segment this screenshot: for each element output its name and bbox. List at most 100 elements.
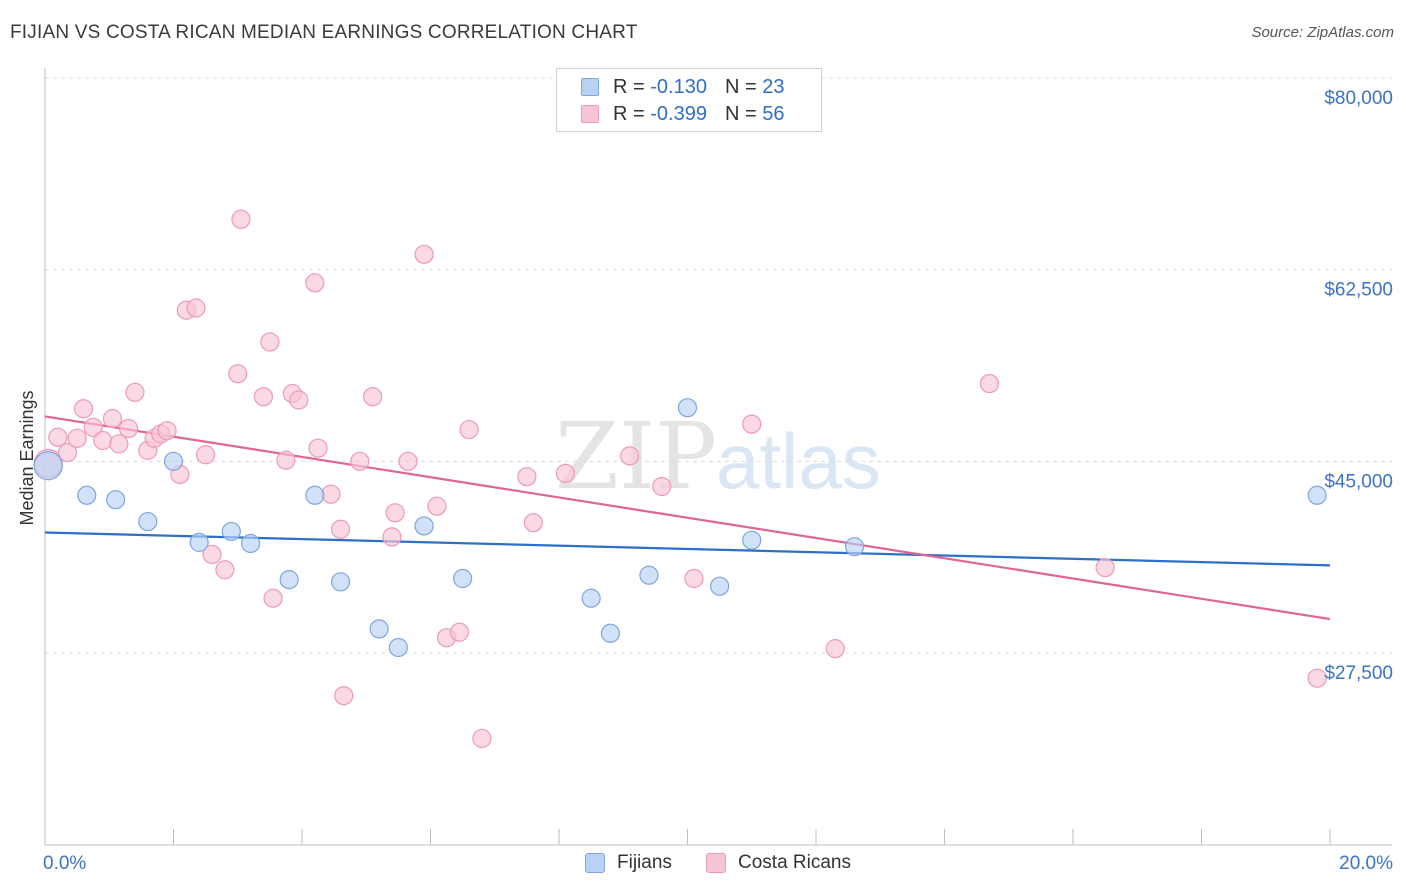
bottom-legend-fijians: Fijians [585,852,672,874]
costa-ricans-point [289,390,309,410]
legend-r-label: R = [613,75,645,98]
costa-ricans-point [472,728,492,749]
costa-ricans-point [48,427,68,447]
bottom-legend-swatch-costa-ricans [706,853,726,873]
costa-ricans-point [684,568,704,589]
bottom-legend-label-fijians: Fijians [617,852,672,873]
fijians-point [163,451,184,471]
costa-ricans-point [979,373,1000,394]
legend-row-fijians: R = -0.130 N = 23 [581,74,784,100]
costa-ricans-point [517,467,537,487]
fijians-point [369,619,389,639]
costa-ricans-point [263,588,283,608]
fijians-point [241,533,261,554]
costa-ricans-point [73,399,94,419]
costa-ricans-point [427,496,447,516]
costa-ricans-point [620,446,640,466]
fijians-point [279,570,299,590]
legend-swatch-costa-ricans [581,105,599,123]
costa-ricans-point [215,560,235,580]
costa-ricans-point [196,445,216,465]
data-points [33,209,1327,749]
costa-ricans-point [228,364,248,384]
costa-ricans-point [382,527,402,547]
costa-ricans-point [202,544,222,565]
legend-n-value-costa-ricans: 56 [762,102,785,125]
y-tick-label: $27,500 [1324,663,1393,684]
costa-ricans-point [231,209,251,229]
fijians-point [77,485,97,505]
fijians-point [221,521,241,542]
fijians-point [844,537,865,557]
costa-ricans-point [276,450,296,470]
costa-ricans-point [1307,668,1327,688]
x-tick-label: 0.0% [43,853,86,874]
costa-ricans-point [67,428,87,448]
costa-ricans-point [652,476,672,497]
tick-labels: $27,500 $45,000 $62,500 $80,000 0.0% 20.0% [43,88,1393,874]
legend-r-value-fijians: -0.130 [650,75,707,98]
y-tick-label: $80,000 [1324,88,1393,109]
legend-swatch-fijians [581,78,599,96]
legend-row-costa-ricans: R = -0.399 N = 56 [581,101,784,127]
fijians-point [581,588,601,608]
fijians-point [639,565,659,585]
watermark: ZIP atlas [555,403,881,510]
costa-ricans-point [102,409,123,429]
costa-ricans-point [57,442,78,463]
fijians-point [710,576,730,596]
y-tick-label: $62,500 [1324,280,1393,301]
costa-ricans-point [125,382,145,402]
fijians-point [106,490,126,510]
costa-ricans-point [742,414,762,434]
source-label: Source: ZipAtlas.com [1251,24,1394,41]
fijians-point [189,532,209,552]
costa-ricans-point [334,686,354,706]
costa-ricans-point [305,273,325,293]
costa-ricans-point [459,419,479,440]
costa-ricans-point [93,430,113,451]
fijians-point [1307,485,1327,505]
costa-ricans-point [1095,557,1115,578]
fijians-point [138,511,158,532]
costa-ricans-point [253,387,274,407]
y-axis-label: Median Earnings [17,390,37,525]
bottom-legend-label-costa-ricans: Costa Ricans [738,852,851,873]
fijians-point [600,623,621,643]
costa-ricans-point [398,451,418,471]
fijians-point [742,530,762,550]
legend-r-value-costa-ricans: -0.399 [650,102,707,125]
y-tick-label: $45,000 [1324,471,1393,492]
costa-ricans-point [555,463,576,483]
chart-title: FIJIAN VS COSTA RICAN MEDIAN EARNINGS CO… [10,22,638,43]
legend-n-value-fijians: 23 [762,75,785,98]
legend: R = -0.130 N = 23 R = -0.399 N = 56 [556,68,822,132]
costa-ricans-point [109,434,129,454]
fijians-point [453,568,473,589]
fijians-point [388,637,408,658]
fijians-point [677,398,698,418]
bottom-legend-costa-ricans: Costa Ricans [706,852,851,874]
costa-ricans-point [83,417,103,437]
costa-ricans-point [157,421,177,441]
costa-ricans-point [414,244,434,264]
trend-line-fijians [44,531,1331,567]
costa-ricans-point [523,513,543,533]
fijians-point [33,451,63,481]
costa-ricans-point [321,484,341,504]
fijians-point [414,516,434,536]
trend-line-costa-ricans [44,415,1331,621]
costa-ricans-point [330,519,351,539]
costa-ricans-point [449,622,470,642]
legend-r-label: R = [613,102,645,125]
costa-ricans-point [350,451,370,471]
trend-lines [44,415,1331,621]
bottom-legend-swatch-fijians [585,853,605,873]
costa-ricans-point [363,387,383,407]
costa-ricans-point [308,438,328,458]
costa-ricans-point [825,639,845,659]
costa-ricans-point [186,298,206,318]
costa-ricans-point [118,418,139,439]
fijians-point [330,572,351,592]
